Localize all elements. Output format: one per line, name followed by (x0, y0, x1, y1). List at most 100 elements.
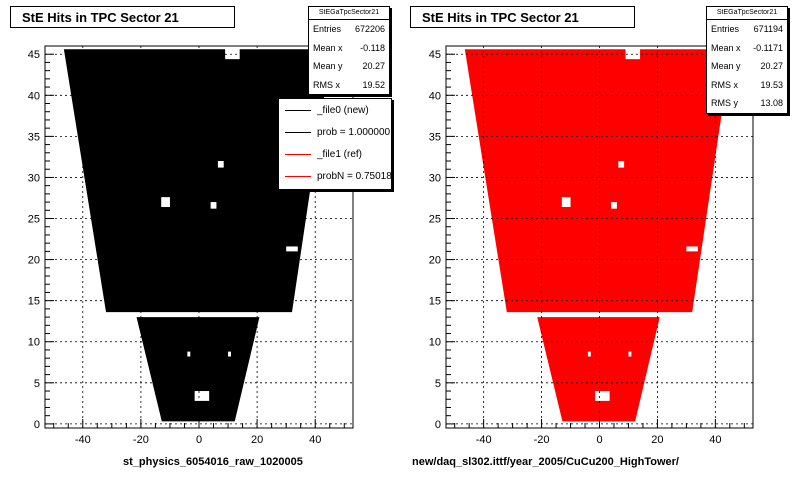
y-tick-label: 30 (429, 172, 441, 184)
stats-label: Mean y (711, 61, 741, 71)
left-stats-row: Mean x -0.118 (309, 39, 389, 58)
stats-value: 671194 (753, 24, 783, 34)
dead-cell (225, 47, 240, 60)
right-histogram-panel: -40 -20 0 20 40 0 5 10 15 20 25 30 35 40 45 StE Hits i… (400, 0, 800, 480)
right-x-axis-title: new/daq_sl302.ittf/year_2005/CuCu200_Hig… (412, 456, 679, 468)
y-tick-label: 0 (435, 419, 441, 431)
y-tick-label: 45 (429, 49, 441, 61)
legend-label: probN = 0.750188 (317, 170, 392, 182)
outer-sector-hits (63, 49, 332, 313)
dead-cell (625, 47, 641, 60)
right-stats-row: RMS x 19.53 (707, 76, 787, 95)
dead-cell (618, 161, 625, 168)
x-tick-label: 40 (309, 434, 321, 446)
right-stats-row: Entries 671194 (707, 20, 787, 39)
dead-cell (217, 161, 224, 168)
left-stats-row: Mean y 20.27 (309, 57, 389, 76)
stats-value: 20.27 (760, 61, 783, 71)
legend-entry: prob = 1.000000 (279, 121, 391, 143)
stats-label: Entries (313, 24, 342, 34)
x-tick-label: -20 (534, 434, 550, 446)
y-tick-label: 45 (28, 49, 40, 61)
right-stats-row: Mean x -0.1171 (707, 39, 787, 58)
stats-value: 13.08 (760, 98, 783, 108)
dead-cell (595, 391, 610, 401)
legend-box: _file0 (new) prob = 1.000000 _file1 (ref… (278, 98, 392, 190)
legend-entry: _file0 (new) (279, 99, 391, 121)
y-tick-label: 5 (34, 378, 40, 390)
left-stats-title: StEGaTpcSector21 (309, 7, 389, 20)
y-tick-label: 25 (28, 214, 40, 226)
dead-cell (611, 202, 617, 209)
right-stats-row: RMS y 13.08 (707, 94, 787, 113)
dead-cell (286, 246, 298, 252)
right-chart-title: StE Hits in TPC Sector 21 (410, 6, 635, 28)
y-tick-label: 40 (28, 90, 40, 102)
dead-cell (210, 202, 217, 209)
left-stats-row: RMS x 19.52 (309, 76, 389, 95)
dead-cell (587, 351, 591, 357)
stats-label: Mean x (313, 42, 343, 53)
y-tick-label: 25 (429, 214, 441, 226)
y-tick-label: 10 (429, 337, 441, 349)
legend-label: _file0 (new) (317, 104, 369, 116)
x-tick-label: -40 (476, 434, 492, 446)
dead-cell (686, 246, 698, 252)
dead-cell (194, 391, 210, 401)
y-tick-label: 10 (28, 337, 40, 349)
y-tick-label: 20 (429, 255, 441, 267)
x-tick-label: -40 (75, 434, 91, 446)
left-x-axis-title: st_physics_6054016_raw_1020005 (123, 456, 303, 468)
right-stats-row: Mean y 20.27 (707, 57, 787, 76)
y-tick-label: 15 (429, 296, 441, 308)
stats-value: 20.27 (362, 61, 385, 71)
y-tick-label: 0 (34, 419, 40, 431)
legend-line-red (285, 175, 311, 177)
stats-label: Mean y (313, 61, 343, 71)
dead-cell (187, 351, 191, 357)
left-stats-box: StEGaTpcSector21 Entries 672206 Mean x -0.… (308, 6, 390, 95)
y-tick-label: 15 (28, 296, 40, 308)
stats-label: Mean x (711, 42, 741, 53)
dead-cell (628, 351, 632, 357)
legend-label: prob = 1.000000 (317, 126, 391, 138)
legend-entry: probN = 0.750188 (279, 165, 391, 187)
stats-label: RMS y (711, 98, 738, 108)
legend-entry: _file1 (ref) (279, 143, 391, 165)
left-chart-title: StE Hits in TPC Sector 21 (10, 6, 235, 28)
stats-value: 19.53 (760, 79, 783, 90)
x-tick-label: -20 (133, 434, 149, 446)
right-stats-box: StEGaTpcSector21 Entries 671194 Mean x -0.… (706, 6, 788, 114)
x-tick-label: 40 (709, 434, 721, 446)
stats-value: 672206 (354, 24, 385, 34)
legend-line-black (285, 109, 311, 111)
dead-cell (161, 197, 170, 208)
y-tick-label: 20 (28, 255, 40, 267)
x-tick-label: 0 (196, 434, 202, 446)
x-tick-label: 20 (651, 434, 663, 446)
stats-value: 19.52 (362, 79, 385, 90)
stats-value: -0.118 (360, 42, 385, 53)
left-stats-row: Entries 672206 (309, 20, 389, 39)
legend-line-black (285, 131, 311, 133)
inner-sector-hits (537, 317, 660, 422)
stats-label: Entries (711, 24, 740, 34)
stats-label: RMS x (313, 79, 340, 90)
y-tick-label: 30 (28, 172, 40, 184)
legend-label: _file1 (ref) (317, 148, 363, 160)
inner-sector-hits (136, 317, 260, 422)
left-histogram-panel: -40 -20 0 20 40 0 5 10 15 20 25 30 35 40 45 StE Hits i… (10, 6, 392, 468)
y-tick-label: 35 (429, 131, 441, 143)
y-tick-label: 35 (28, 131, 40, 143)
x-tick-label: 20 (251, 434, 263, 446)
stats-value: -0.1171 (753, 42, 783, 53)
right-stats-title: StEGaTpcSector21 (707, 7, 787, 20)
right-heatmap-plot: -40 -20 0 20 40 0 5 10 15 20 25 30 35 40 45 (429, 45, 754, 446)
x-tick-label: 0 (596, 434, 602, 446)
dead-cell (228, 351, 231, 357)
stats-label: RMS x (711, 79, 738, 90)
legend-line-red (285, 153, 311, 155)
y-tick-label: 5 (435, 378, 441, 390)
outer-sector-hits (464, 49, 732, 313)
dead-cell (561, 197, 571, 208)
